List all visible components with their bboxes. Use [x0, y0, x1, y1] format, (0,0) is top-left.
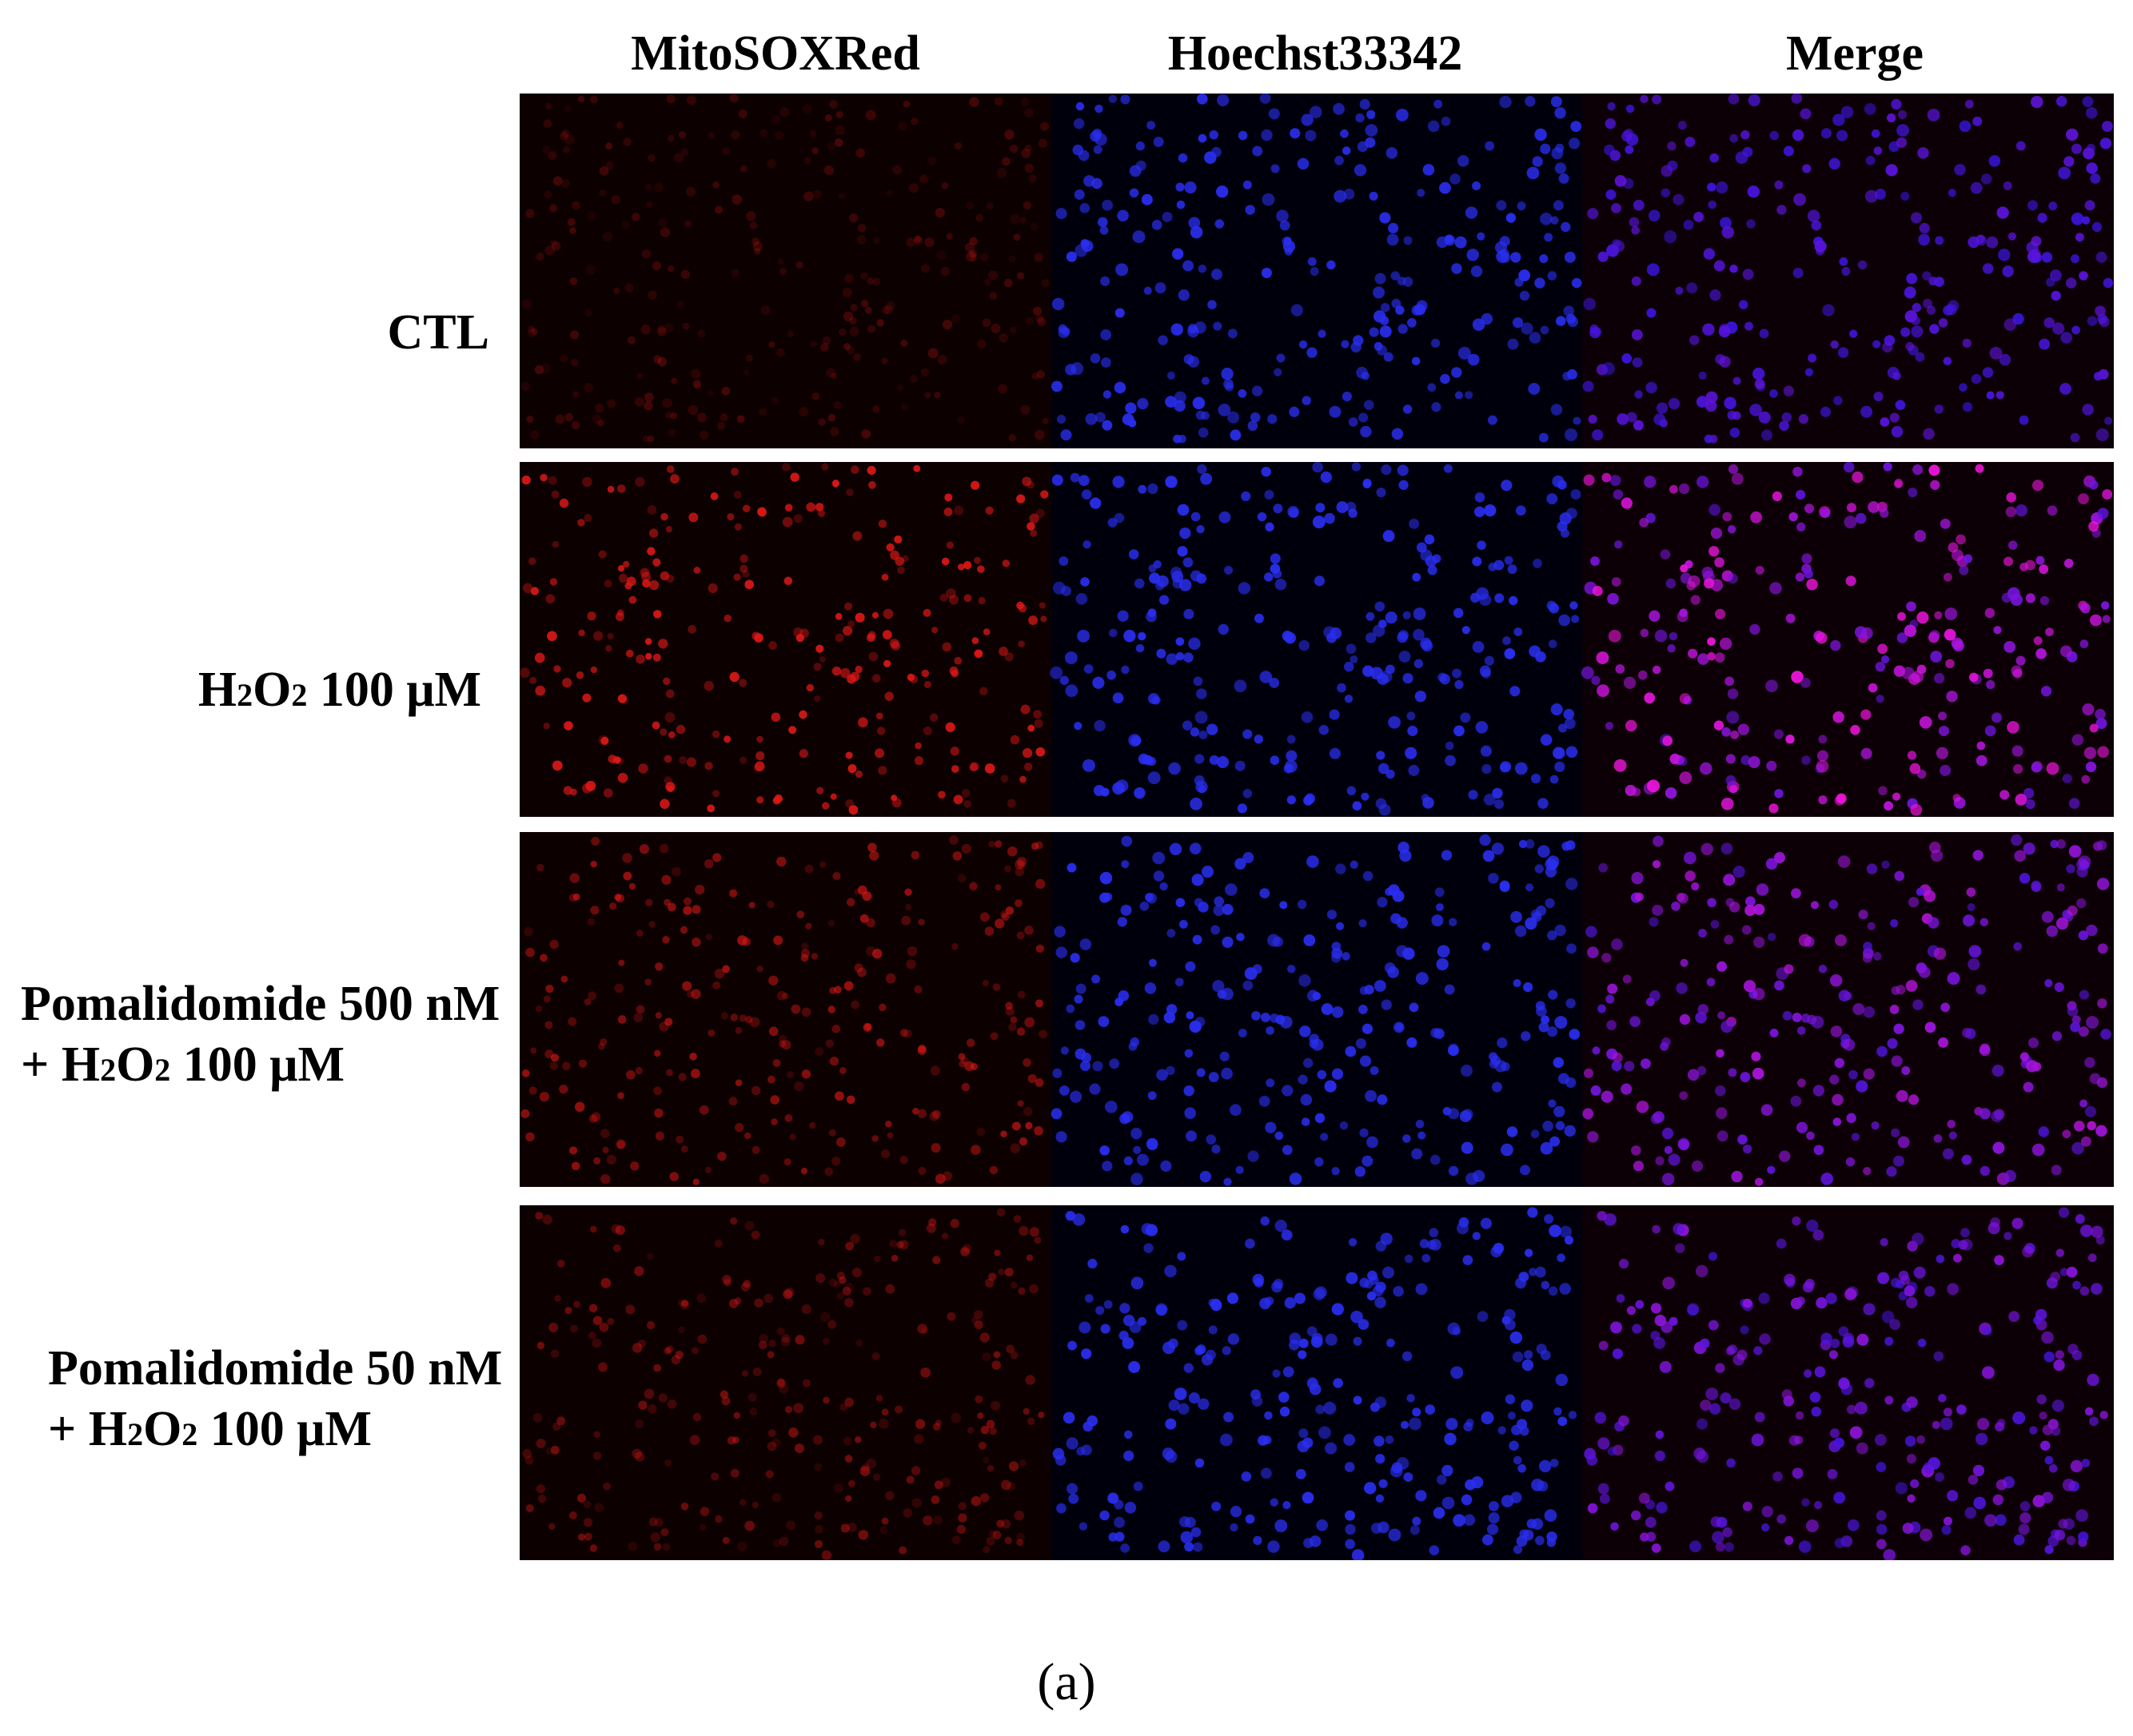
- mitosox-panel: [520, 1205, 1052, 1560]
- mitosox-panel: [520, 832, 1052, 1187]
- micrograph-svg: [520, 462, 2114, 817]
- hoechst-panel: [1051, 832, 1584, 1187]
- subscript: 2: [154, 1052, 171, 1088]
- subscript: 2: [291, 677, 308, 713]
- label-text: Pomalidomide 50 nM: [48, 1341, 503, 1396]
- column-header-hoechst33342: Hoechst33342: [1167, 26, 1463, 81]
- image-strip-ctl: [520, 94, 2114, 448]
- subscript: 2: [100, 1052, 117, 1088]
- label-text: H: [197, 663, 237, 717]
- label-text: 100 μM: [307, 663, 481, 717]
- label-text: O: [116, 1037, 155, 1092]
- row-label-line: Pomalidomide 50 nM: [48, 1338, 502, 1399]
- micrograph-svg: [520, 832, 2114, 1187]
- label-text: O: [143, 1402, 182, 1456]
- subscript: 2: [127, 1416, 144, 1452]
- image-strip-h2o2: [520, 462, 2114, 817]
- row-label-ctl: CTL: [0, 302, 489, 363]
- row-label-pomalidomide-500: Pomalidomide 500 nM + H2O2 100 μM: [21, 974, 500, 1101]
- label-text: O: [253, 663, 292, 717]
- image-strip-pomalidomide-50: [520, 1205, 2114, 1560]
- column-header-mitosoxred: MitoSOXRed: [631, 26, 920, 81]
- image-strip-pomalidomide-500: [520, 832, 2114, 1187]
- row-label-line: + H2O2 100 μM: [21, 1034, 500, 1101]
- label-text: CTL: [387, 305, 489, 360]
- micrograph-svg: [520, 1205, 2114, 1560]
- row-label-line: Pomalidomide 500 nM: [21, 974, 500, 1034]
- figure-caption: (a): [1037, 1653, 1096, 1711]
- merge-panel: [1582, 832, 2114, 1187]
- mitosox-panel: [520, 94, 1052, 448]
- subscript: 2: [181, 1416, 198, 1452]
- micrograph-svg: [520, 94, 2114, 448]
- row-label-h2o2: H2O2 100 μM: [0, 659, 481, 726]
- label-text: 100 μM: [197, 1402, 372, 1456]
- label-text: + H: [21, 1037, 101, 1092]
- row-label-pomalidomide-50: Pomalidomide 50 nM + H2O2 100 μM: [48, 1338, 502, 1465]
- subscript: 2: [237, 677, 253, 713]
- row-label-line: H2O2 100 μM: [0, 659, 481, 726]
- row-label-line: + H2O2 100 μM: [48, 1399, 502, 1465]
- label-text: 100 μM: [170, 1037, 345, 1092]
- row-label-line: CTL: [0, 302, 489, 363]
- label-text: Pomalidomide 500 nM: [21, 977, 500, 1031]
- column-header-merge: Merge: [1785, 26, 1924, 81]
- label-text: + H: [48, 1402, 128, 1456]
